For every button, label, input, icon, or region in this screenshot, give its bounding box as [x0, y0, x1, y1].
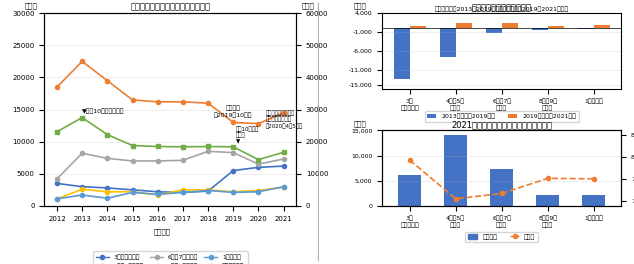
Text: コロナ下、一時的な
大幅供給減少発生
（2020年4、5月）: コロナ下、一時的な 大幅供給減少発生 （2020年4、5月）: [266, 110, 303, 129]
Line: 契約率: 契約率: [408, 158, 596, 201]
Bar: [486, 28, 501, 33]
契約率: [544, 177, 552, 180]
契約率: [498, 192, 505, 195]
Bar: [532, 28, 548, 30]
Text: （戸）: （戸）: [301, 3, 314, 9]
Bar: [439, 28, 456, 57]
Text: 消費増税
（2019年10月）: 消費増税 （2019年10月）: [214, 106, 252, 117]
Text: （戸）: （戸）: [353, 120, 366, 126]
Text: （戸）: （戸）: [353, 3, 366, 10]
Bar: [398, 175, 421, 206]
Title: 供給戸数の増減（東京圏）: 供給戸数の増減（東京圏）: [472, 3, 532, 12]
Bar: [536, 195, 559, 206]
Title: 価格帯別の供給戸数推移（東京圏）: 価格帯別の供給戸数推移（東京圏）: [130, 2, 210, 11]
Bar: [578, 28, 593, 30]
Text: （コロナ前：2013～2019年度、コロナ下：2019～2021年度）: （コロナ前：2013～2019年度、コロナ下：2019～2021年度）: [434, 7, 569, 12]
Bar: [582, 195, 605, 206]
Text: （戸）: （戸）: [24, 3, 37, 9]
Legend: 2013年度から2019年度, 2019年度から2021年度: 2013年度から2019年度, 2019年度から2021年度: [425, 111, 579, 122]
契約率: [406, 159, 413, 162]
Bar: [593, 25, 610, 28]
Bar: [456, 23, 472, 28]
Bar: [394, 28, 410, 79]
Bar: [501, 23, 518, 28]
Text: （年度）: （年度）: [153, 228, 171, 234]
Bar: [548, 26, 564, 28]
Bar: [490, 169, 513, 206]
Legend: 3千万円台以下, 4千・5千万円台, 6千・7千万円台, 8千・9千万円台, 1億円以上, 全体（右軸）: 3千万円台以下, 4千・5千万円台, 6千・7千万円台, 8千・9千万円台, 1…: [93, 251, 247, 264]
Text: 過去10年間の
ボトム
▼: 過去10年間の ボトム ▼: [236, 126, 259, 144]
Bar: [444, 135, 467, 206]
Title: 2021年度の供給戸数と契約率（東京圏）: 2021年度の供給戸数と契約率（東京圏）: [451, 121, 552, 130]
契約率: [590, 177, 597, 180]
Legend: 供給戸数, 契約率: 供給戸数, 契約率: [465, 232, 538, 242]
契約率: [452, 197, 460, 200]
Bar: [410, 26, 426, 28]
Text: ▼過去10年間のピーク: ▼過去10年間のピーク: [82, 109, 125, 114]
